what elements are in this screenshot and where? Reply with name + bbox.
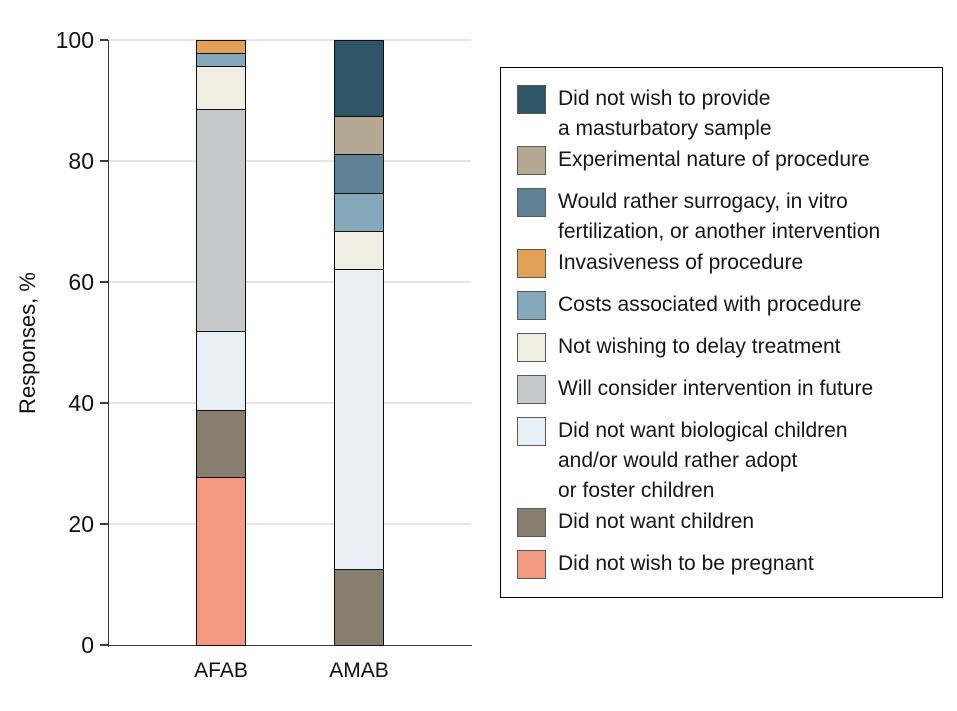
legend-item: Did not wish to provide a masturbatory s… xyxy=(517,84,936,144)
legend-label: Will consider intervention in future xyxy=(558,377,874,400)
bar-segment xyxy=(197,65,245,109)
bar-segment xyxy=(335,192,383,231)
legend-swatch xyxy=(517,374,546,404)
y-axis-line xyxy=(107,40,110,647)
gridline-20 xyxy=(109,523,471,525)
plot-area xyxy=(109,39,471,646)
x-category-label-amab: AMAB xyxy=(329,659,389,682)
legend-swatch xyxy=(517,507,546,537)
legend-label: Did not want biological children and/or … xyxy=(558,419,848,502)
legend-label: Costs associated with procedure xyxy=(558,293,862,316)
legend-swatch xyxy=(517,145,546,175)
x-axis-line xyxy=(107,644,472,647)
gridline-80 xyxy=(109,160,471,162)
y-tick-80 xyxy=(99,160,108,162)
y-tick-label-20: 20 xyxy=(68,511,94,537)
legend-swatch xyxy=(517,84,546,114)
y-tick-label-60: 60 xyxy=(68,269,94,295)
legend-swatch xyxy=(517,248,546,278)
legend-box: Did not wish to provide a masturbatory s… xyxy=(500,67,943,598)
bar-segment xyxy=(335,269,383,570)
legend-item: Costs associated with procedure xyxy=(517,290,936,320)
bar-segment xyxy=(197,409,245,477)
legend-item: Not wishing to delay treatment xyxy=(517,332,936,362)
bar-segment xyxy=(197,52,245,66)
legend-item: Invasiveness of procedure xyxy=(517,248,936,278)
y-tick-label-40: 40 xyxy=(68,390,94,416)
bar-segment xyxy=(197,108,245,332)
bar-segment xyxy=(197,41,245,53)
legend-item: Would rather surrogacy, in vitro fertili… xyxy=(517,187,936,247)
gridline-100 xyxy=(109,39,471,41)
gridline-60 xyxy=(109,281,471,283)
y-axis-title: Responses, % xyxy=(15,272,40,414)
bar-segment xyxy=(335,154,383,193)
y-tick-20 xyxy=(99,523,108,525)
y-tick-label-0: 0 xyxy=(81,632,94,658)
bar-segment xyxy=(335,115,383,155)
legend-swatch xyxy=(517,187,546,217)
stacked-bar-afab xyxy=(196,40,246,646)
legend-label: Did not wish to provide a masturbatory s… xyxy=(558,87,772,140)
legend-label: Did not wish to be pregnant xyxy=(558,552,814,575)
y-tick-100 xyxy=(99,39,108,41)
legend-item: Will consider intervention in future xyxy=(517,374,936,404)
legend-item: Did not want biological children and/or … xyxy=(517,416,936,506)
stacked-bar-amab xyxy=(334,40,384,646)
legend-label: Did not want children xyxy=(558,510,755,533)
legend-item: Did not want children xyxy=(517,507,936,537)
y-tick-40 xyxy=(99,402,108,404)
legend-label: Invasiveness of procedure xyxy=(558,251,804,274)
y-tick-label-80: 80 xyxy=(68,148,94,174)
legend-label: Would rather surrogacy, in vitro fertili… xyxy=(558,190,881,243)
bar-segment xyxy=(335,569,383,645)
gridline-40 xyxy=(109,402,471,404)
bar-segment xyxy=(197,331,245,410)
legend-swatch xyxy=(517,290,546,320)
legend-label: Not wishing to delay treatment xyxy=(558,335,841,358)
y-tick-0 xyxy=(99,644,108,646)
legend-label: Experimental nature of procedure xyxy=(558,148,870,171)
bar-segment xyxy=(335,230,383,270)
bar-segment xyxy=(197,476,245,645)
y-tick-60 xyxy=(99,281,108,283)
legend-item: Experimental nature of procedure xyxy=(517,145,936,175)
y-tick-label-100: 100 xyxy=(55,27,94,53)
x-category-label-afab: AFAB xyxy=(194,659,248,682)
legend-item: Did not wish to be pregnant xyxy=(517,549,936,579)
legend-swatch xyxy=(517,549,546,579)
bar-segment xyxy=(335,41,383,116)
legend-swatch xyxy=(517,332,546,362)
legend-swatch xyxy=(517,416,546,446)
